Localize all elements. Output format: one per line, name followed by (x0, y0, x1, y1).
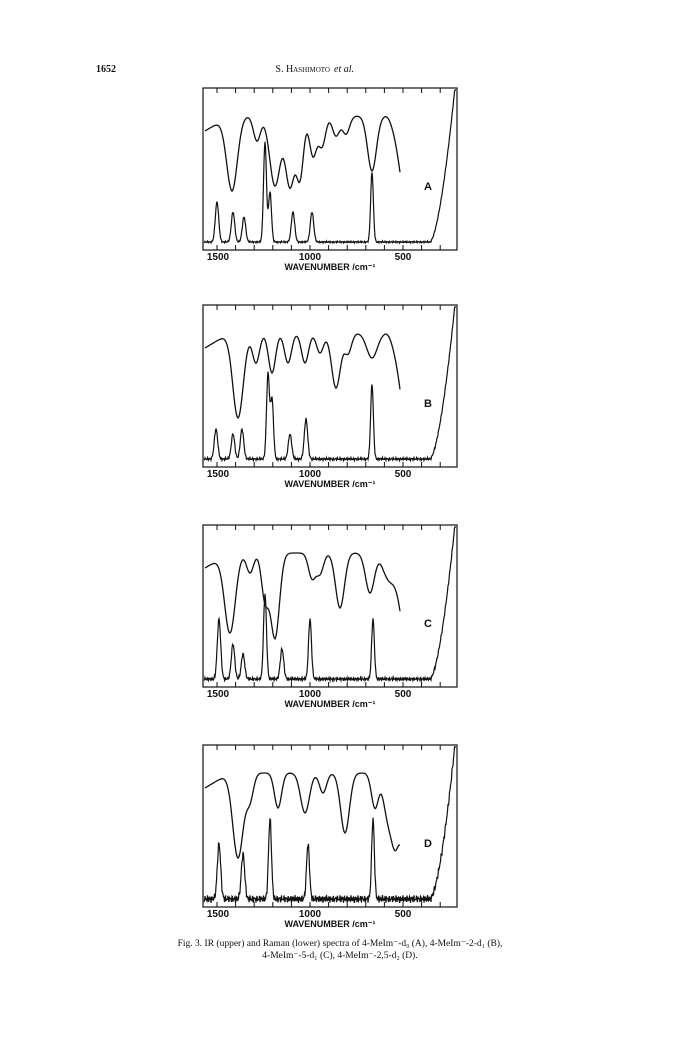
panel-label: C (424, 618, 432, 630)
running-author: S. Hashimoto (275, 64, 330, 75)
tick-label: 1000 (299, 909, 322, 920)
raman-trace (203, 306, 456, 463)
tick-label: 1500 (207, 689, 230, 700)
tick-label: 500 (395, 689, 412, 700)
tick-label: 500 (395, 252, 412, 263)
panel-label: B (424, 398, 432, 410)
spectrum-panel: C 1500 1000 500 WAVENUMBER /cm⁻¹ (202, 524, 458, 709)
raman-trace (203, 526, 456, 684)
ir-trace (204, 552, 401, 641)
raman-trace (203, 746, 456, 904)
panel-frame (202, 744, 458, 908)
spectrum-panel: D 1500 1000 500 WAVENUMBER /cm⁻¹ (202, 744, 458, 929)
spectrum-panel: A 1500 1000 500 WAVENUMBER /cm⁻¹ (202, 87, 458, 272)
panel-frame (202, 87, 458, 251)
panel-frame (202, 524, 458, 688)
tick-label: 1000 (299, 689, 322, 700)
tick-label: 1000 (299, 252, 322, 263)
running-et-al: et al. (334, 64, 354, 75)
raman-trace (203, 89, 456, 245)
axis-label: WAVENUMBER /cm⁻¹ (284, 699, 375, 709)
panel-frame (202, 304, 458, 468)
panel-label: A (424, 181, 432, 193)
caption-line: 4-MeIm⁻-5-d₁ (C), 4-MeIm⁻-2,5-d₂ (D). (262, 950, 417, 961)
tick-label: 500 (395, 909, 412, 920)
axis-label: WAVENUMBER /cm⁻¹ (284, 919, 375, 929)
ir-trace (204, 115, 401, 193)
ir-trace (204, 772, 400, 860)
tick-label: 1000 (299, 469, 322, 480)
tick-label: 1500 (207, 469, 230, 480)
panel-label: D (424, 838, 432, 850)
spectrum-panel: B 1500 1000 500 WAVENUMBER /cm⁻¹ (202, 304, 458, 489)
page-number: 1652 (96, 64, 116, 75)
axis-label: WAVENUMBER /cm⁻¹ (284, 262, 375, 272)
tick-label: 1500 (207, 252, 230, 263)
tick-label: 500 (395, 469, 412, 480)
figure: A 1500 1000 500 WAVENUMBER /cm⁻¹ B 1500 1000 500… (202, 87, 458, 929)
axis-label: WAVENUMBER /cm⁻¹ (284, 479, 375, 489)
tick-label: 1500 (207, 909, 230, 920)
caption-line: Fig. 3. IR (upper) and Raman (lower) spe… (178, 938, 503, 949)
ir-trace (204, 333, 401, 420)
